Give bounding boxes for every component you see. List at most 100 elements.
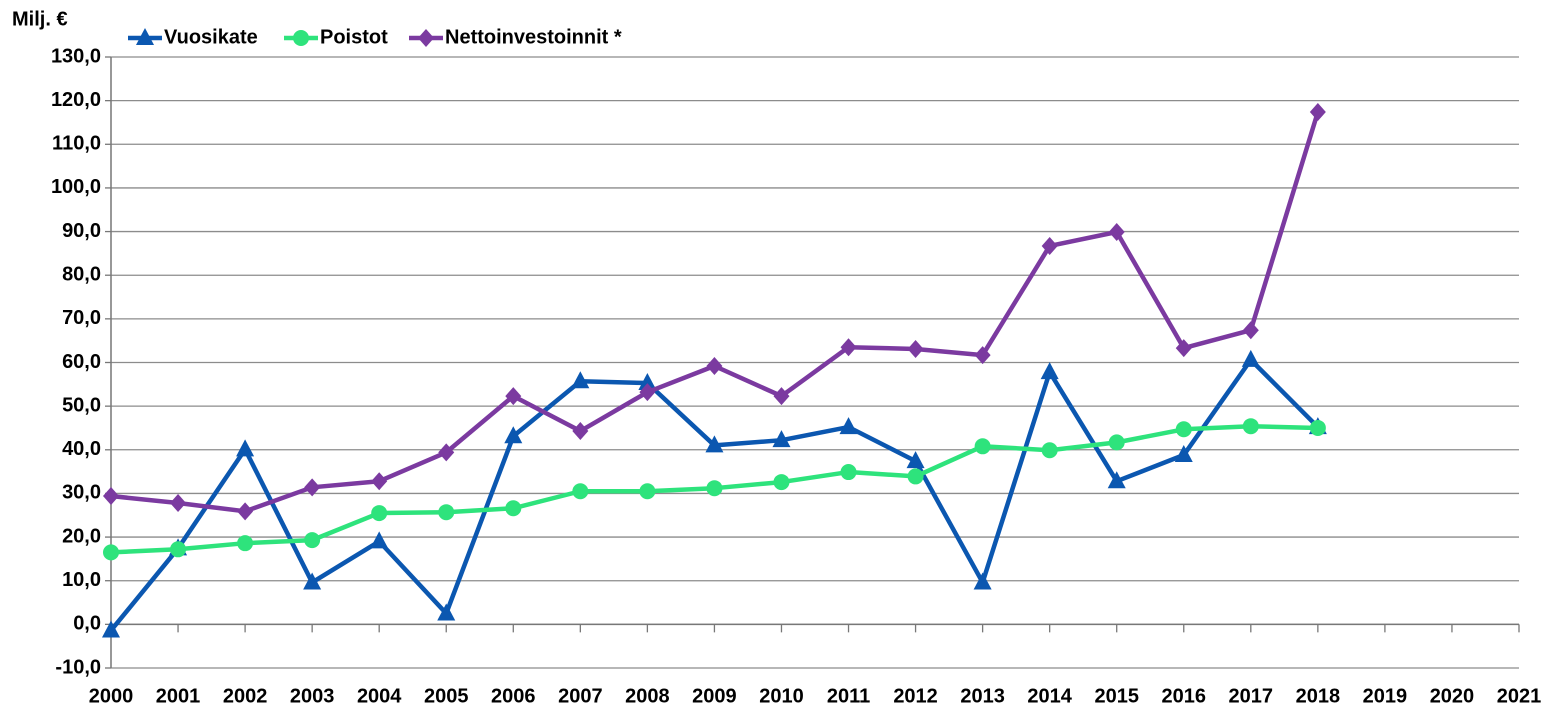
legend-label: Nettoinvestoinnit * (445, 26, 622, 48)
data-point (371, 505, 388, 522)
x-tick-label: 2020 (1430, 685, 1475, 707)
x-tick-label: 2014 (1027, 685, 1072, 707)
y-tick-label: 0,0 (73, 613, 101, 635)
data-point (639, 383, 656, 402)
x-tick-label: 2015 (1094, 685, 1139, 707)
data-point (773, 387, 790, 406)
data-point (907, 339, 924, 358)
y-tick-label: 20,0 (62, 525, 101, 547)
data-point (237, 502, 254, 521)
x-tick-label: 2011 (827, 685, 870, 707)
data-point (1174, 445, 1193, 463)
x-tick-label: 2009 (692, 685, 737, 707)
data-point (102, 620, 120, 638)
data-point (974, 438, 991, 455)
data-point (1041, 442, 1058, 459)
legend-marker (418, 29, 434, 47)
x-tick-label: 2008 (625, 685, 670, 707)
data-point (571, 371, 590, 389)
x-tick-label: 2012 (893, 685, 938, 707)
x-tick-label: 2000 (89, 685, 134, 707)
x-tick-label: 2006 (491, 685, 536, 707)
data-point (304, 532, 321, 549)
y-tick-label: 40,0 (62, 438, 101, 460)
data-point (639, 483, 656, 500)
data-point (973, 572, 992, 590)
data-point (572, 422, 589, 441)
data-point (638, 373, 657, 391)
data-point (1175, 339, 1192, 358)
y-tick-label: 130,0 (51, 45, 101, 67)
data-point (1108, 434, 1125, 451)
data-point (773, 474, 790, 491)
data-point (907, 468, 924, 485)
y-tick-label: 50,0 (62, 394, 101, 416)
y-tick-label: 60,0 (62, 351, 101, 373)
data-point (1107, 471, 1126, 489)
data-point (103, 487, 119, 506)
data-point (772, 430, 791, 448)
data-point (1040, 362, 1059, 380)
data-point (839, 417, 858, 435)
x-tick-label: 2005 (424, 685, 469, 707)
data-point (1108, 223, 1125, 242)
data-point (505, 500, 522, 517)
x-tick-label: 2013 (960, 685, 1005, 707)
data-point (840, 464, 857, 481)
legend-label: Poistot (320, 26, 388, 48)
data-point (304, 478, 321, 497)
data-point (170, 541, 187, 558)
data-point (974, 346, 991, 365)
data-point (438, 443, 455, 462)
y-tick-label: 30,0 (62, 482, 101, 504)
data-point (370, 531, 389, 549)
y-tick-label: 70,0 (62, 307, 101, 329)
x-tick-label: 2002 (223, 685, 268, 707)
data-point (706, 356, 723, 375)
y-tick-label: 90,0 (62, 220, 101, 242)
data-point (237, 535, 254, 552)
data-point (1242, 418, 1259, 435)
y-tick-label: 110,0 (52, 133, 101, 155)
data-point (505, 387, 522, 406)
y-tick-label: -10,0 (55, 656, 101, 678)
legend-marker (293, 30, 309, 46)
x-tick-label: 2018 (1296, 685, 1341, 707)
data-point (1242, 321, 1259, 340)
data-point (906, 451, 925, 469)
data-point (706, 480, 723, 497)
x-tick-label: 2016 (1162, 685, 1207, 707)
data-point (1241, 349, 1260, 367)
x-tick-label: 2001 (156, 685, 201, 707)
x-tick-label: 2007 (558, 685, 603, 707)
x-tick-label: 2017 (1229, 685, 1274, 707)
y-tick-label: 10,0 (62, 569, 101, 591)
x-tick-label: 2003 (290, 685, 335, 707)
data-point (504, 426, 523, 444)
data-point (303, 572, 322, 590)
x-tick-label: 2010 (759, 685, 804, 707)
y-tick-label: 80,0 (62, 263, 101, 285)
data-point (1309, 102, 1326, 121)
x-tick-label: 2004 (357, 685, 402, 707)
x-tick-label: 2021 (1497, 685, 1542, 707)
y-tick-label: 120,0 (51, 89, 101, 111)
data-point (705, 435, 724, 453)
x-tick-label: 2019 (1363, 685, 1408, 707)
data-point (437, 603, 456, 621)
data-point (170, 494, 187, 513)
data-point (840, 338, 857, 357)
y-axis-label: Milj. € (12, 8, 68, 30)
data-point (572, 483, 589, 500)
legend-marker (136, 28, 154, 45)
data-point (236, 439, 255, 457)
data-point (103, 544, 119, 561)
data-point (371, 472, 388, 491)
data-point (1309, 419, 1326, 436)
legend-label: Vuosikate (164, 26, 258, 48)
data-point (1041, 236, 1058, 255)
data-point (438, 504, 455, 521)
y-tick-label: 100,0 (51, 176, 101, 198)
data-point (1175, 421, 1192, 438)
